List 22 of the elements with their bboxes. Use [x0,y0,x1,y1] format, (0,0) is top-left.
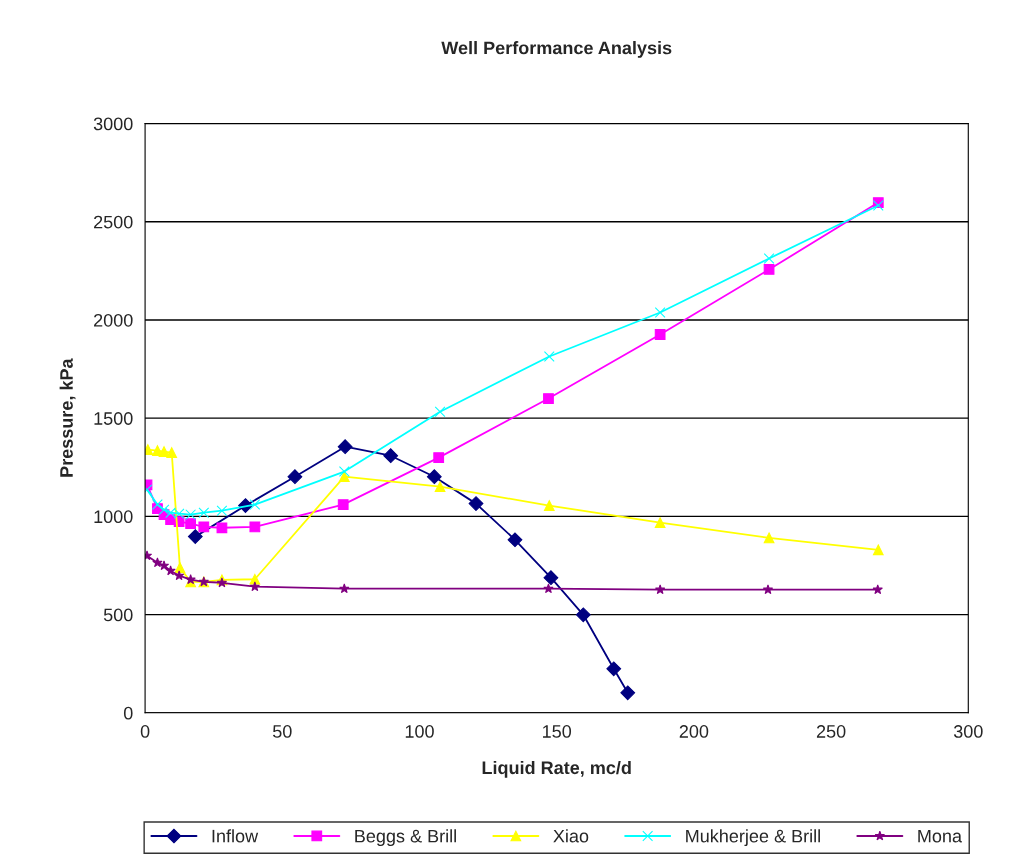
legend-label: Mona [918,829,963,843]
x-tick-label: 200 [679,725,709,738]
y-tick-label: 0 [123,706,133,720]
x-tick-label: 50 [272,725,292,738]
x-tick-label: 150 [543,725,572,738]
legend-label: Xiao [553,829,589,843]
legend-label: Beggs & Brill [355,829,456,847]
chart-title: Well Performance Analysis [441,41,672,58]
x-axis-title: Liquid Rate, mc/d [482,760,631,778]
x-tick-label: 0 [140,725,150,738]
legend-label: Inflow [212,829,259,843]
legend-label: Mukherjee & Brill [686,829,820,847]
x-tick-label: 250 [816,725,846,738]
y-tick-label: 2500 [94,215,133,229]
y-tick-label: 1000 [94,510,133,524]
y-tick-label: 500 [103,608,133,622]
y-tick-label: 2000 [94,313,133,327]
y-axis-title: Pressure, kPa [59,358,76,477]
x-tick-label: 100 [405,725,434,738]
x-tick-label: 300 [953,725,983,738]
y-tick-label: 3000 [93,117,133,131]
y-tick-label: 1500 [94,412,133,425]
